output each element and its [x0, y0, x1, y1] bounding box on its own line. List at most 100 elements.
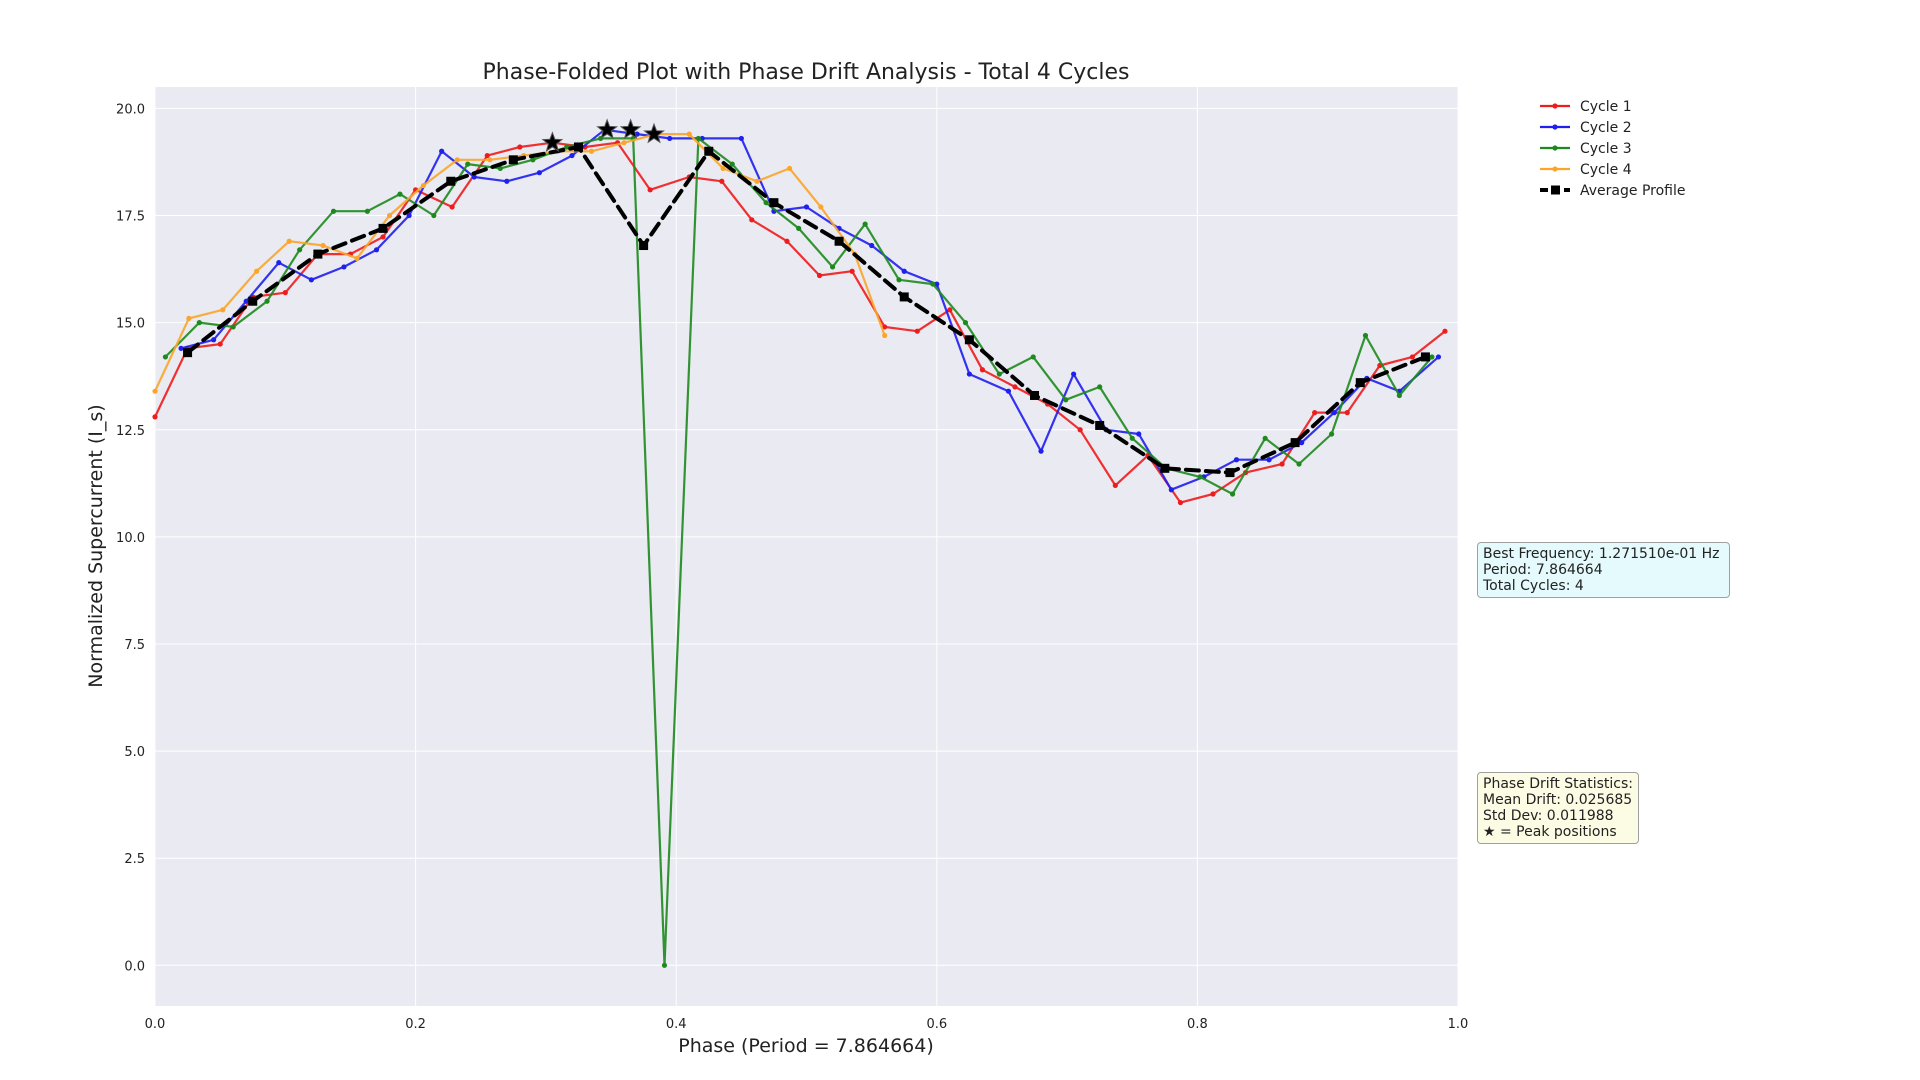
legend: Cycle 1 Cycle 2 Cycle 3 Cycle 4 Average Prof…: [1540, 99, 1685, 199]
data-point: [947, 307, 953, 313]
series-line: [185, 145, 1428, 475]
data-point: [536, 170, 542, 176]
data-point: [719, 178, 725, 184]
data-point: [364, 208, 370, 214]
data-point: [354, 255, 360, 261]
data-point: [487, 157, 493, 163]
data-point: [1038, 448, 1044, 454]
data-point: [196, 320, 202, 326]
average-marker: [639, 241, 649, 251]
drift-stats-line: Mean Drift: 0.025685: [1483, 792, 1633, 808]
legend-entry-label: Average Profile: [1580, 183, 1685, 199]
peak-star-marker: [619, 118, 642, 140]
data-point: [297, 247, 303, 253]
data-point: [966, 371, 972, 377]
data-point: [186, 315, 192, 321]
average-marker: [183, 348, 193, 358]
average-marker: [446, 176, 456, 186]
data-point: [264, 298, 270, 304]
grid: [154, 87, 1459, 1006]
data-point: [1030, 354, 1036, 360]
peak-star-marker: [541, 131, 564, 152]
data-point: [930, 281, 936, 287]
data-point: [621, 140, 627, 146]
data-point: [803, 204, 810, 210]
y-tick-label: 12.5: [116, 424, 145, 439]
data-point: [1136, 431, 1142, 437]
y-tick-label: 10.0: [116, 531, 145, 546]
data-point: [484, 152, 490, 159]
data-point: [282, 290, 288, 296]
average-marker: [1160, 463, 1170, 473]
data-point: [901, 268, 907, 274]
data-point: [914, 328, 920, 334]
data-point: [406, 212, 412, 219]
average-marker: [1290, 438, 1300, 448]
x-tick-label: 0.8: [1187, 1017, 1208, 1032]
data-point: [796, 225, 802, 231]
data-point: [667, 135, 673, 142]
data-point: [497, 165, 503, 172]
data-point: [341, 264, 347, 270]
data-point: [1129, 435, 1135, 441]
average-marker: [964, 335, 974, 345]
data-point: [1097, 384, 1103, 390]
data-point: [763, 200, 769, 206]
data-point: [1344, 410, 1350, 416]
drift-stats-box: Phase Drift Statistics: Mean Drift: 0.02…: [1477, 772, 1640, 844]
x-tick-label: 0.6: [926, 1017, 947, 1032]
data-point: [1012, 384, 1018, 390]
data-point: [786, 165, 793, 172]
data-point: [962, 320, 969, 326]
drift-stats-line: Std Dev: 0.011988: [1483, 808, 1614, 824]
data-point: [380, 234, 386, 240]
legend-swatch-marker: [1552, 103, 1558, 109]
data-point: [1233, 457, 1240, 463]
data-point: [217, 341, 223, 347]
data-point: [829, 264, 836, 270]
data-point: [1077, 427, 1083, 433]
peak-layer: [541, 118, 665, 152]
data-point: [862, 221, 868, 227]
average-marker: [1225, 468, 1235, 478]
x-tick-label: 1.0: [1448, 1017, 1469, 1032]
data-point: [1435, 354, 1442, 360]
legend-entry-label: Cycle 3: [1580, 141, 1632, 157]
data-point: [1329, 431, 1335, 437]
average-marker: [1095, 420, 1105, 430]
data-point: [152, 388, 158, 394]
legend-swatch-marker: [1551, 185, 1560, 195]
frequency-info-line: Period: 7.864664: [1483, 562, 1603, 578]
frequency-info-box: Best Frequency: 1.271510e-01 Hz Period: …: [1477, 542, 1730, 598]
data-point: [286, 238, 292, 244]
data-point: [647, 187, 653, 193]
data-point: [162, 354, 169, 360]
data-point: [882, 324, 888, 330]
data-point: [504, 178, 510, 184]
data-point: [178, 345, 184, 351]
average-marker: [704, 146, 714, 156]
legend-entry-label: Cycle 1: [1580, 99, 1632, 115]
average-marker: [1030, 390, 1040, 400]
average-marker: [573, 142, 583, 152]
data-point: [588, 148, 595, 154]
data-point: [420, 182, 427, 189]
data-point: [1442, 328, 1448, 334]
data-point: [729, 161, 735, 167]
data-point: [152, 414, 158, 420]
data-point: [1396, 392, 1402, 399]
y-tick-label: 20.0: [116, 102, 145, 117]
data-point: [454, 157, 460, 163]
data-point: [1063, 397, 1069, 403]
data-point: [254, 268, 260, 274]
data-point: [818, 204, 824, 210]
data-point: [320, 242, 326, 249]
data-point: [934, 281, 940, 287]
peak-star-marker: [596, 118, 619, 140]
data-point: [569, 152, 575, 159]
data-point: [1279, 461, 1285, 467]
data-point: [1299, 440, 1305, 446]
data-point: [784, 238, 790, 244]
data-point: [330, 208, 337, 214]
